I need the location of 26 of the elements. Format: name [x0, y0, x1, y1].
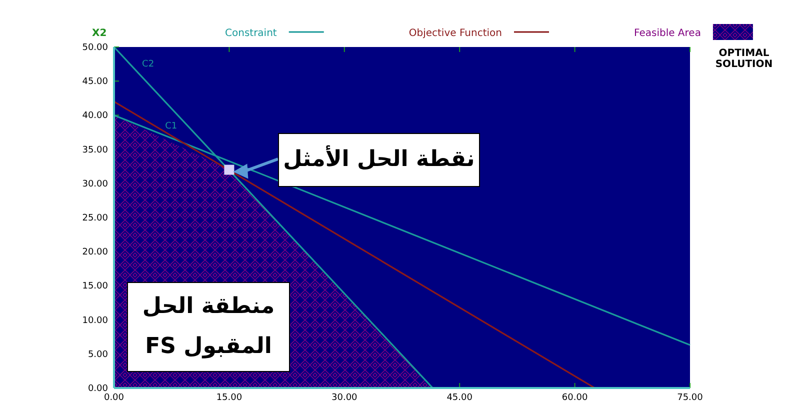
y-tick-label: 15.00 [82, 282, 108, 292]
legend-label: Feasible Area [634, 28, 701, 39]
y-tick-label: 45.00 [82, 77, 108, 88]
y-tick-label: 50.00 [82, 43, 108, 53]
x-tick-label: 75.00 [677, 393, 704, 402]
x-tick-label: 60.00 [562, 393, 588, 402]
x-tick-label: 30.00 [332, 393, 358, 402]
y-tick-label: 25.00 [82, 214, 108, 224]
legend-label: Constraint [225, 28, 277, 39]
annotation: منطقة الحل المقبول FS [127, 282, 290, 372]
x-tick-label: 45.00 [446, 393, 473, 402]
annotation: نقطة الحل الأمثل [278, 133, 480, 187]
y-tick-label: 10.00 [82, 316, 108, 326]
y-tick-label: 35.00 [82, 145, 108, 156]
y-axis-title: X2 [92, 28, 107, 39]
y-tick-label: 0.00 [88, 384, 108, 394]
y-tick-label: 30.00 [82, 179, 108, 190]
y-tick-label: 20.00 [82, 248, 108, 258]
annotation: C1 [165, 122, 178, 132]
legend-label: Objective Function [408, 28, 502, 39]
y-tick-label: 5.00 [88, 350, 108, 360]
text: OPTIMAL SOLUTION [714, 48, 774, 70]
y-tick-label: 40.00 [82, 111, 108, 122]
x-tick-label: 15.00 [216, 393, 242, 402]
x-tick-label: 0.00 [104, 393, 124, 402]
annotation: C2 [142, 60, 154, 70]
